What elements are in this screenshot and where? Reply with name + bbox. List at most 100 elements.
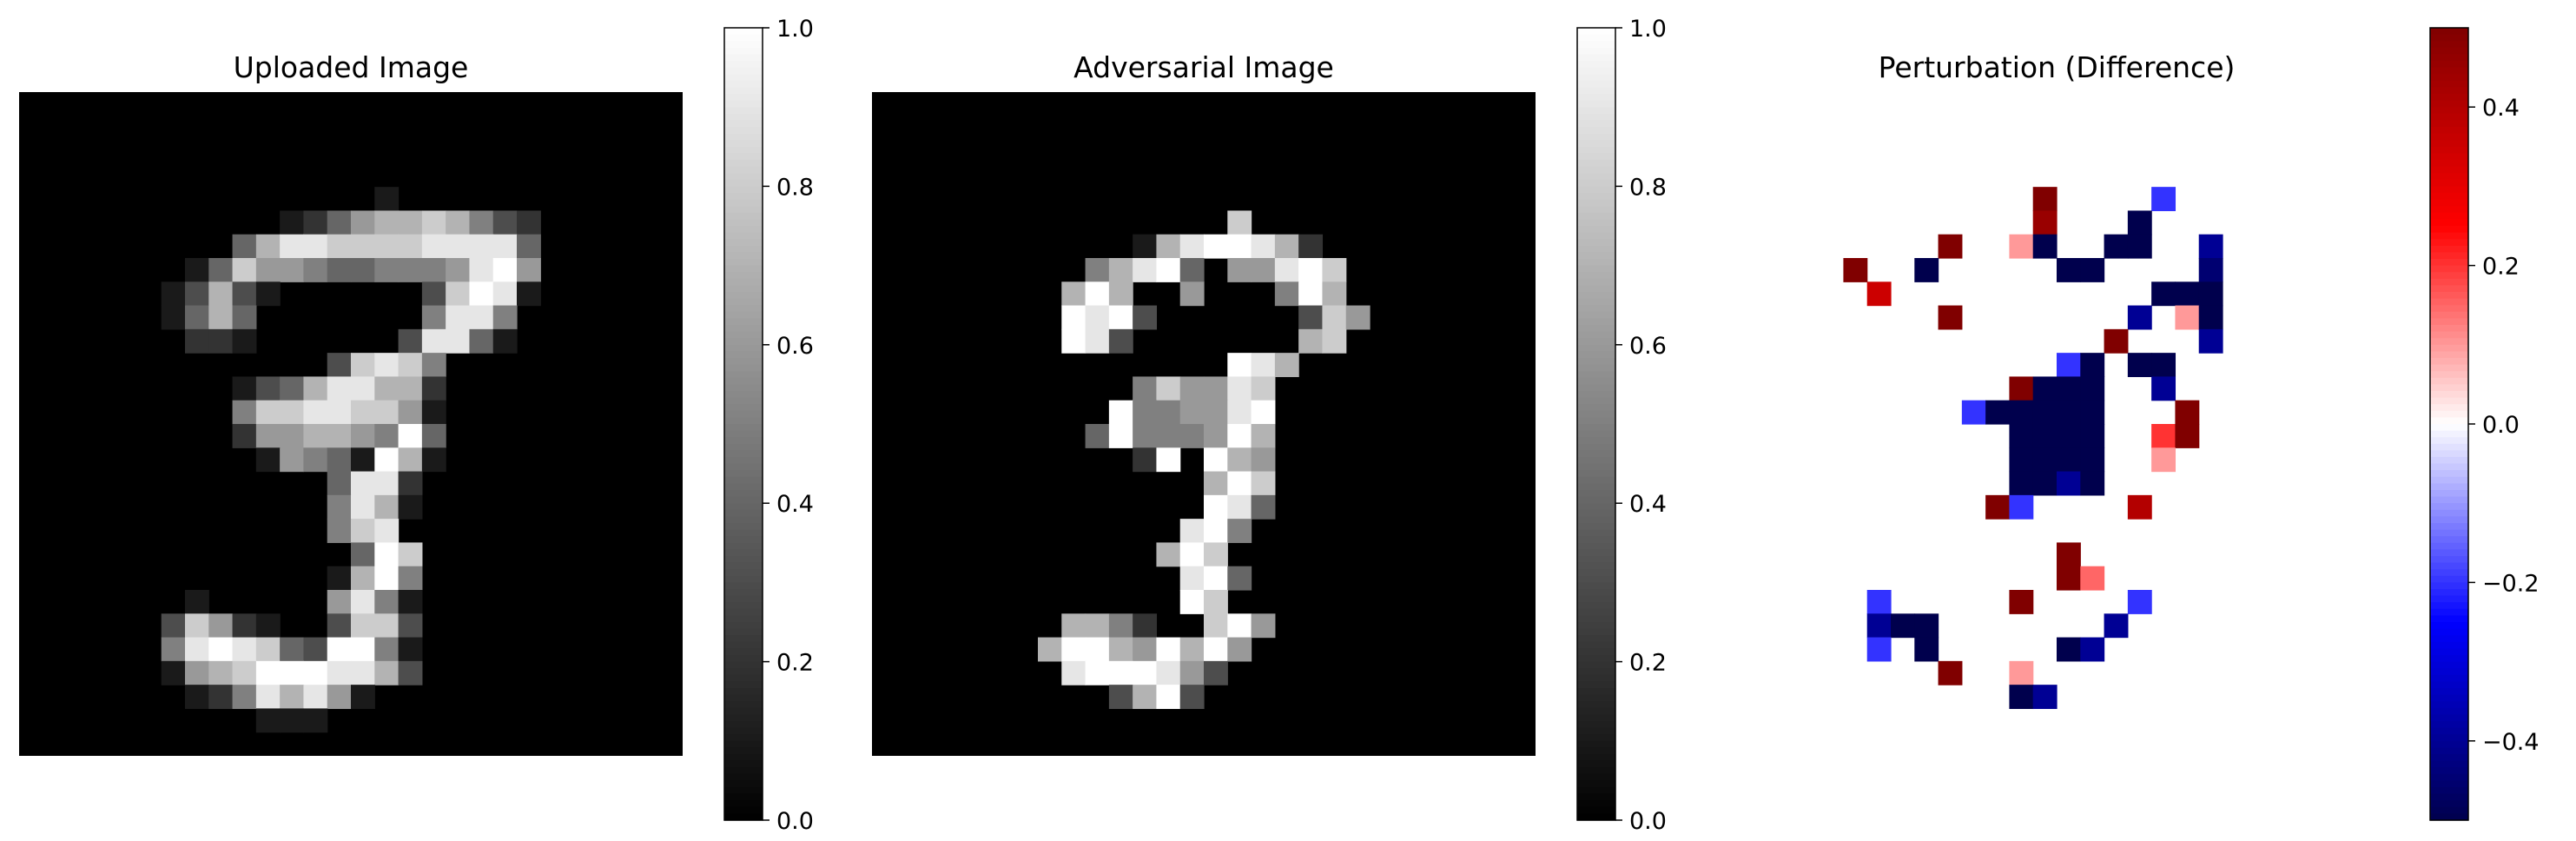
heatmap-cell xyxy=(1204,234,1228,259)
colorbar-segment xyxy=(1577,318,1615,326)
heatmap-cell xyxy=(374,376,400,401)
colorbar-segment xyxy=(2430,589,2468,597)
heatmap-cell xyxy=(2032,400,2057,425)
heatmap-cell xyxy=(469,305,494,330)
heatmap-cell xyxy=(398,353,423,378)
colorbar-segment xyxy=(2430,523,2468,531)
heatmap-cell xyxy=(374,660,400,685)
colorbar-segment xyxy=(724,503,763,511)
heatmap-cell xyxy=(327,376,352,401)
heatmap-cell xyxy=(327,519,352,544)
colorbar-segment xyxy=(1577,622,1615,630)
colorbar-tick-label: 0.2 xyxy=(2482,254,2520,281)
heatmap-cell xyxy=(327,210,352,235)
colorbar-segment xyxy=(724,298,763,306)
colorbar-segment xyxy=(2430,674,2468,682)
heatmap-cell xyxy=(255,660,281,685)
heatmap-cell xyxy=(421,328,446,354)
heatmap-cell xyxy=(351,566,375,591)
colorbar-segment xyxy=(2430,325,2468,333)
colorbar-segment xyxy=(724,767,763,775)
colorbar-segment xyxy=(1577,754,1615,762)
heatmap-cell xyxy=(446,258,471,282)
colorbar-segment xyxy=(2430,701,2468,709)
heatmap-cell xyxy=(303,376,328,401)
colorbar-segment xyxy=(2430,496,2468,504)
colorbar-segment xyxy=(724,252,763,260)
heatmap-cell xyxy=(303,660,328,685)
colorbar-segment xyxy=(1577,344,1615,352)
heatmap-cell xyxy=(1133,660,1158,685)
colorbar-segment xyxy=(1577,245,1615,253)
heatmap-cell xyxy=(280,258,305,282)
colorbar-frame xyxy=(723,27,763,821)
colorbar-segment xyxy=(1577,107,1615,115)
colorbar-segment xyxy=(724,569,763,577)
heatmap-cell xyxy=(2057,353,2081,378)
adversarial-image-title: Adversarial Image xyxy=(1073,50,1334,84)
colorbar-segment xyxy=(1577,331,1615,339)
colorbar-segment xyxy=(1577,780,1615,788)
heatmap-cell xyxy=(280,424,305,448)
heatmap-cell xyxy=(2032,210,2057,235)
heatmap-cell xyxy=(303,258,328,282)
heatmap-cell xyxy=(2057,447,2081,473)
colorbar-segment xyxy=(1577,87,1615,95)
heatmap-cell xyxy=(351,424,375,448)
colorbar-segment xyxy=(724,740,763,748)
colorbar-segment xyxy=(724,615,763,623)
heatmap-cell xyxy=(1227,566,1252,591)
heatmap-cell xyxy=(303,637,328,662)
heatmap-cell xyxy=(327,566,352,591)
colorbar-segment xyxy=(1577,760,1615,768)
heatmap-cell xyxy=(2080,471,2105,496)
heatmap-cell xyxy=(1251,353,1276,378)
colorbar-segment xyxy=(724,707,763,715)
colorbar-segment xyxy=(2430,153,2468,161)
colorbar-segment xyxy=(1577,265,1615,273)
heatmap-cell xyxy=(1251,234,1276,259)
colorbar-segment xyxy=(1577,67,1615,75)
colorbar-segment xyxy=(724,140,763,148)
heatmap-cell xyxy=(1133,685,1158,710)
colorbar-segment xyxy=(724,800,763,808)
colorbar-segment xyxy=(724,542,763,550)
heatmap-cell xyxy=(2198,328,2223,354)
colorbar-segment xyxy=(2430,166,2468,174)
heatmap-cell xyxy=(351,637,375,662)
colorbar-segment xyxy=(1577,503,1615,511)
heatmap-cell xyxy=(374,471,400,496)
heatmap-cell xyxy=(2127,590,2152,614)
colorbar-segment xyxy=(1577,483,1615,491)
colorbar-segment xyxy=(724,245,763,253)
heatmap-cell xyxy=(208,305,234,330)
colorbar-segment xyxy=(1577,595,1615,603)
colorbar-segment xyxy=(2430,443,2468,451)
adversarial-image-colorbar: 0.0 0.2 0.4 0.6 0.8 1.0 xyxy=(1576,16,1667,835)
heatmap-cell xyxy=(2127,353,2152,378)
colorbar-segment xyxy=(2430,278,2468,286)
colorbar-segment xyxy=(724,179,763,187)
heatmap-cell xyxy=(2057,542,2081,567)
colorbar-segment xyxy=(2430,272,2468,280)
heatmap-cell xyxy=(280,708,305,733)
colorbar-segment xyxy=(1577,608,1615,616)
colorbar-segment xyxy=(1577,212,1615,220)
heatmap-cell xyxy=(469,210,494,235)
heatmap-cell xyxy=(2057,376,2081,401)
heatmap-cell xyxy=(185,590,209,614)
heatmap-cell xyxy=(1227,494,1252,520)
heatmap-cell xyxy=(1298,234,1324,259)
heatmap-cell xyxy=(492,328,518,354)
heatmap-cell xyxy=(1179,542,1205,567)
uploaded-image-heatmap xyxy=(19,92,683,756)
heatmap-cell xyxy=(398,447,423,473)
colorbar-segment xyxy=(2430,351,2468,359)
heatmap-cell xyxy=(1227,234,1252,259)
heatmap-cell xyxy=(327,353,352,378)
heatmap-cell xyxy=(351,542,375,567)
colorbar-segment xyxy=(724,193,763,201)
colorbar-segment xyxy=(724,681,763,689)
colorbar-segment xyxy=(2430,542,2468,550)
colorbar-segment xyxy=(724,226,763,234)
